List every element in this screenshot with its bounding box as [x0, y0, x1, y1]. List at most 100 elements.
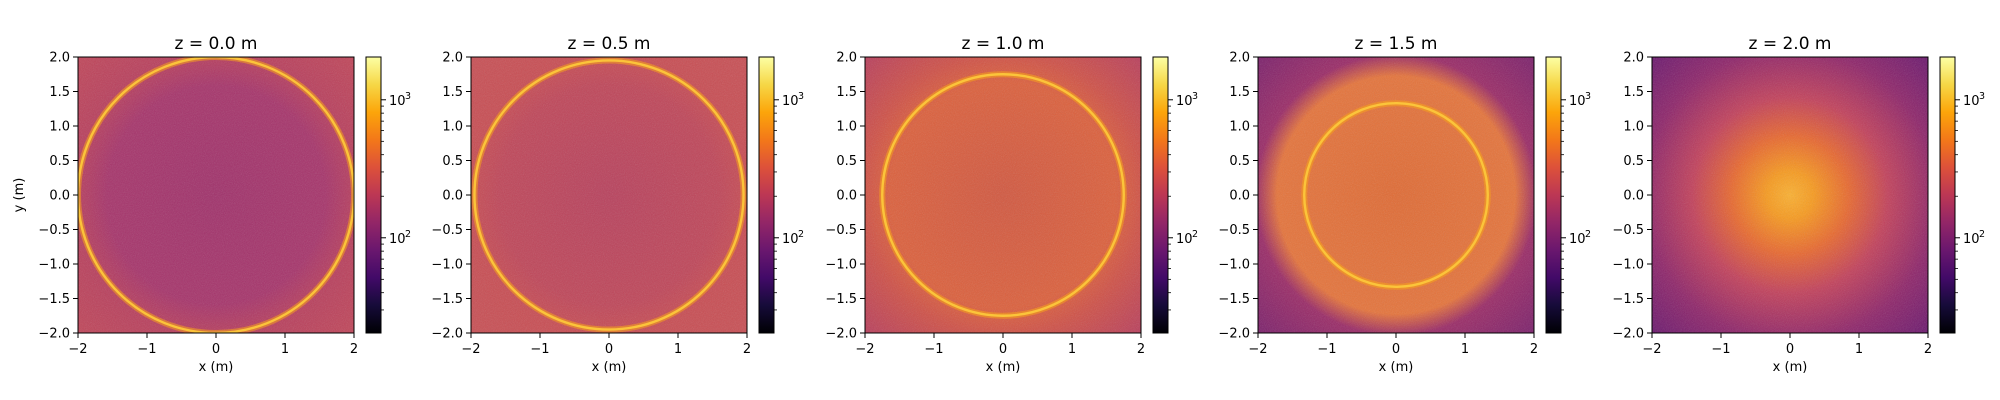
y-tick-label: −2.0: [825, 327, 857, 342]
y-tick-label: 2.0: [1623, 51, 1644, 66]
y-tick-label: −1.5: [1612, 292, 1644, 307]
colorbar-tick-exponent: 2: [1585, 229, 1591, 240]
y-tick-label: 1.5: [1229, 85, 1250, 100]
y-tick-label: 1.5: [49, 85, 70, 100]
heatmap-panel-5: −2 −1 0 1 2 2.0 1.5 1.0 0.5 0.0 −0.5 −1.0 −1.5 −2.0 z …: [1612, 34, 1985, 375]
y-tick-label: 2.0: [442, 51, 463, 66]
colorbar-tick-label: 10: [1176, 232, 1193, 247]
colorbar-frame: [1939, 56, 1956, 334]
heatmap-noise: [865, 57, 1141, 333]
colorbar-tick-exponent: 3: [1585, 91, 1591, 102]
x-tick-label: 0: [1392, 342, 1400, 357]
heatmap-noise: [1258, 57, 1534, 333]
y-tick-label: −1.5: [825, 292, 857, 307]
heatmap-noise: [78, 57, 354, 333]
panel-title: z = 0.5 m: [568, 34, 651, 54]
colorbar-tick-label: 10: [1963, 232, 1980, 247]
panel-title: z = 2.0 m: [1749, 34, 1832, 54]
x-tick-label: 2: [743, 342, 751, 357]
colorbar-tick-exponent: 2: [798, 229, 804, 240]
colorbar-gradient: [366, 57, 381, 333]
colorbar-tick-label: 10: [1963, 94, 1980, 109]
x-tick-label: −1: [530, 342, 549, 357]
heatmap-noise: [1652, 57, 1928, 333]
y-tick-label: 1.0: [836, 120, 857, 135]
y-tick-label: 2.0: [1229, 51, 1250, 66]
colorbar-tick-exponent: 3: [1192, 91, 1198, 102]
x-tick-label: 2: [350, 342, 358, 357]
x-tick-label: 2: [1530, 342, 1538, 357]
y-tick-label: 0.5: [1623, 154, 1644, 169]
x-tick-label: −1: [1317, 342, 1336, 357]
x-tick-label: −1: [137, 342, 156, 357]
x-tick-label: 0: [999, 342, 1007, 357]
y-tick-label: 0.0: [836, 189, 857, 204]
colorbar-tick-exponent: 3: [798, 91, 804, 102]
y-tick-label: 0.5: [442, 154, 463, 169]
y-tick-label: −1.0: [431, 258, 463, 273]
x-axis-label: x (m): [199, 360, 234, 375]
y-tick-label: −2.0: [1612, 327, 1644, 342]
colorbar-gradient: [1940, 57, 1955, 333]
panel-title: z = 1.0 m: [962, 34, 1045, 54]
colorbar-tick-exponent: 2: [1192, 229, 1198, 240]
x-tick-label: 2: [1924, 342, 1932, 357]
y-tick-label: 0.5: [1229, 154, 1250, 169]
colorbar-tick-label: 10: [389, 94, 406, 109]
colorbar-tick-label: 10: [782, 94, 799, 109]
x-tick-label: −2: [1248, 342, 1267, 357]
x-tick-label: 2: [1137, 342, 1145, 357]
x-tick-label: −2: [461, 342, 480, 357]
colorbar-tick-exponent: 2: [1979, 229, 1985, 240]
y-tick-label: 0.5: [49, 154, 70, 169]
x-tick-label: −1: [1711, 342, 1730, 357]
heatmap-panel-1: −2 −1 0 1 2 2.0 1.5 1.0 0.5 0.0 −0.5 −1.0 −1.5 −2.0 z …: [12, 34, 411, 375]
intensity-ring: [473, 59, 745, 331]
intensity-ring: [881, 73, 1125, 317]
x-tick-label: 1: [281, 342, 289, 357]
x-tick-label: 1: [1855, 342, 1863, 357]
y-tick-label: −1.0: [825, 258, 857, 273]
y-tick-label: 0.5: [836, 154, 857, 169]
y-tick-label: 1.0: [49, 120, 70, 135]
x-tick-label: 1: [674, 342, 682, 357]
colorbar-frame: [1545, 56, 1562, 334]
y-tick-label: −2.0: [431, 327, 463, 342]
y-tick-label: −1.5: [1218, 292, 1250, 307]
x-axis-label: x (m): [986, 360, 1021, 375]
y-tick-label: −2.0: [1218, 327, 1250, 342]
y-tick-label: 2.0: [49, 51, 70, 66]
x-tick-label: 0: [605, 342, 613, 357]
y-tick-label: −1.5: [431, 292, 463, 307]
y-tick-label: 0.0: [442, 189, 463, 204]
y-tick-label: −1.0: [38, 258, 70, 273]
x-axis-label: x (m): [1773, 360, 1808, 375]
y-tick-label: −0.5: [431, 223, 463, 238]
y-tick-label: 0.0: [1623, 189, 1644, 204]
panel-title: z = 0.0 m: [175, 34, 258, 54]
y-tick-label: 1.5: [442, 85, 463, 100]
colorbar-gradient: [1546, 57, 1561, 333]
colorbar-tick-exponent: 3: [1979, 91, 1985, 102]
y-tick-label: 0.0: [49, 189, 70, 204]
y-tick-label: 2.0: [836, 51, 857, 66]
x-tick-label: 0: [212, 342, 220, 357]
colorbar-tick-label: 10: [389, 232, 406, 247]
y-tick-label: 1.0: [1229, 120, 1250, 135]
colorbar-gradient: [1153, 57, 1168, 333]
colorbar-tick-exponent: 2: [405, 229, 411, 240]
heatmap-noise: [471, 57, 747, 333]
intensity-ring: [1303, 102, 1489, 288]
y-tick-label: 1.5: [1623, 85, 1644, 100]
colorbar-gradient: [759, 57, 774, 333]
x-tick-label: −2: [855, 342, 874, 357]
y-tick-label: −2.0: [38, 327, 70, 342]
colorbar-frame: [365, 56, 382, 334]
y-tick-label: −0.5: [38, 223, 70, 238]
panel-title: z = 1.5 m: [1355, 34, 1438, 54]
colorbar-tick-label: 10: [782, 232, 799, 247]
